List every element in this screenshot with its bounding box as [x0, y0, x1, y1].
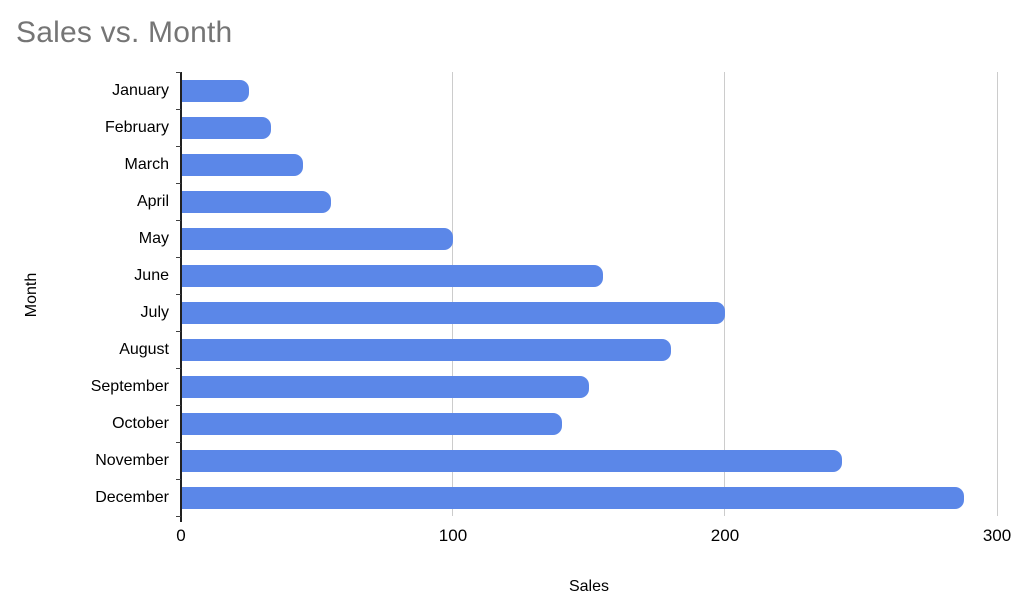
gridline: [996, 72, 998, 516]
y-tick-mark: [176, 219, 181, 221]
y-tick-mark: [176, 294, 181, 295]
bars-container: [181, 72, 997, 516]
category-label: March: [124, 155, 169, 173]
y-tick-mark: [176, 108, 181, 110]
x-tick-label: 200: [710, 526, 740, 545]
category-label: November: [95, 451, 169, 469]
chart-body: January February March April May June July Augu…: [0, 72, 998, 522]
y-tick-mark: [176, 442, 181, 443]
y-tick-mark: [176, 405, 181, 406]
y-tick-mark: [176, 516, 181, 517]
category-label: August: [119, 340, 169, 358]
bar: [181, 116, 271, 139]
bar: [181, 79, 249, 102]
bar: [181, 338, 671, 361]
bar: [181, 190, 331, 213]
chart-title: Sales vs. Month: [16, 16, 233, 49]
x-tick-label: 300: [982, 526, 1012, 545]
category-label: October: [112, 414, 169, 432]
y-axis-title: Month: [23, 272, 40, 318]
category-label: May: [138, 229, 169, 247]
category-label: July: [140, 303, 169, 321]
bar: [181, 301, 725, 324]
category-label: September: [90, 377, 169, 395]
bar-row: [181, 220, 997, 257]
bar: [181, 486, 965, 509]
category-label: February: [104, 118, 169, 136]
y-axis-line: [180, 72, 182, 522]
bar: [181, 375, 589, 398]
y-axis-labels: January February March April May June July Augu…: [0, 72, 181, 516]
bar-row: [181, 331, 997, 368]
bar: [181, 412, 562, 435]
category-label: June: [134, 266, 169, 284]
bar-row: [181, 109, 997, 146]
y-tick-mark: [176, 72, 181, 73]
category-label: December: [95, 488, 169, 506]
bar: [181, 153, 304, 176]
bar: [181, 449, 842, 472]
y-tick-mark: [176, 367, 181, 369]
bar-row: [181, 72, 997, 109]
y-tick-mark: [176, 479, 181, 480]
y-tick-mark: [176, 331, 181, 332]
x-tick-label: 0: [176, 526, 186, 545]
y-tick-mark: [176, 145, 181, 147]
y-tick-mark: [176, 183, 181, 184]
bar-row: [181, 294, 997, 331]
bar-row: [181, 146, 997, 183]
bar-row: [181, 257, 997, 294]
x-tick-label: 100: [438, 526, 468, 545]
bar: [181, 264, 603, 287]
bar-row: [181, 442, 997, 479]
x-axis-title: Sales: [568, 578, 610, 595]
x-axis-ticks: 0 100 200 300: [176, 516, 1011, 552]
category-label: January: [112, 81, 169, 99]
bar-row: [181, 405, 997, 442]
gridline: [724, 72, 726, 516]
bar-row: [181, 368, 997, 405]
gridline: [452, 72, 454, 516]
bar: [181, 227, 453, 250]
y-tick-mark: [176, 257, 181, 258]
category-label: April: [136, 192, 169, 210]
bar-row: [181, 479, 997, 516]
plot-area: [176, 72, 998, 522]
bar-row: [181, 183, 997, 220]
